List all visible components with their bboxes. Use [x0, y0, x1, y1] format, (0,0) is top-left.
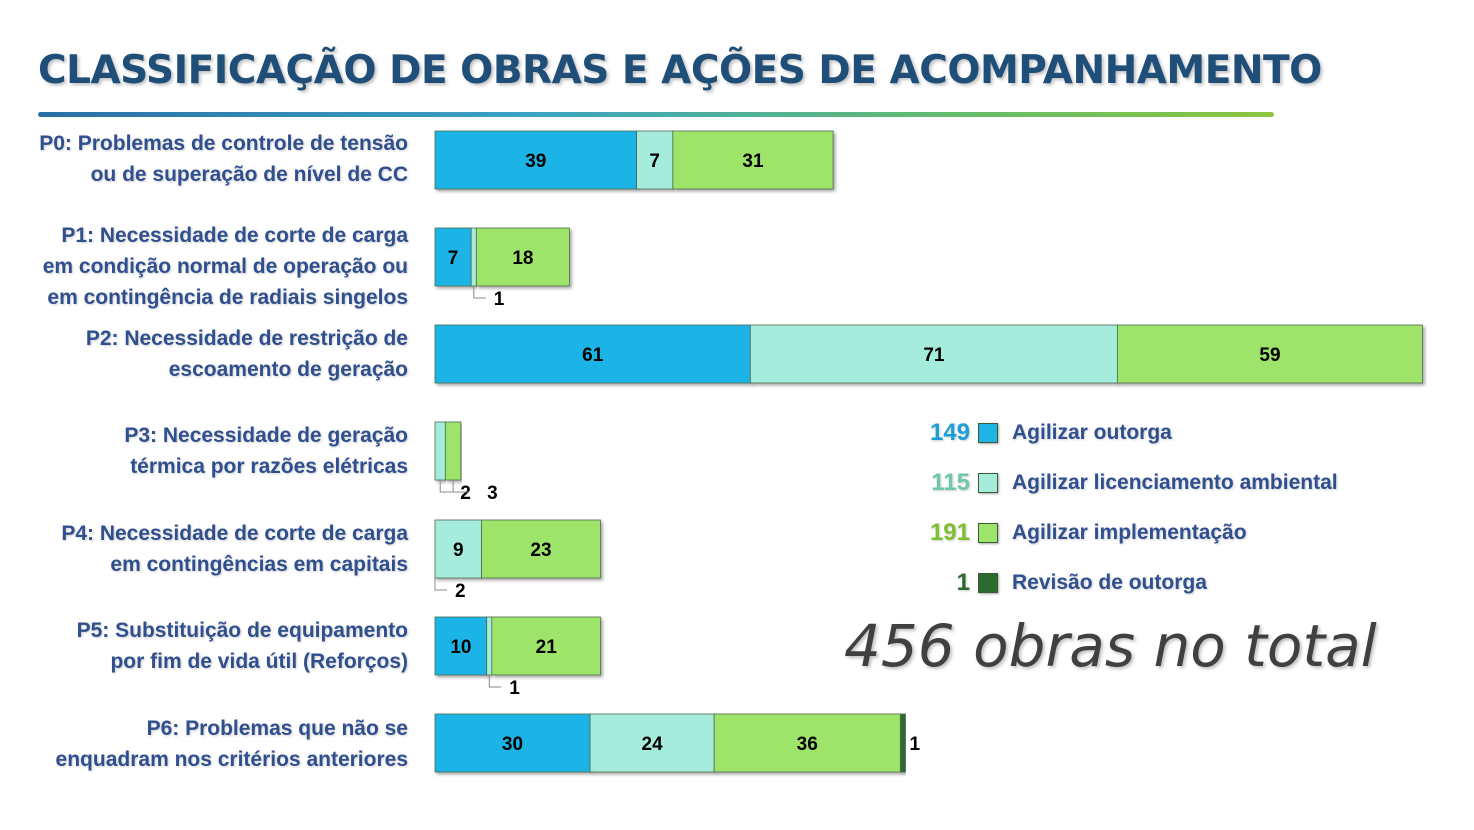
bar-p3-agilizar-implementacao — [444, 421, 462, 481]
legend-label: Agilizar implementação — [1012, 521, 1247, 544]
bar-p2-agilizar-licenciamento-ambiental — [749, 324, 1118, 384]
leader-line-p4-0 — [434, 578, 447, 591]
data-label-p4-agilizar-implementacao: 23 — [530, 540, 551, 561]
legend-total: 1 — [956, 569, 970, 596]
leader-line-p5-1 — [488, 675, 502, 688]
bar-p6-agilizar-licenciamento-ambiental — [589, 713, 715, 773]
bar-p6-agilizar-outorga — [434, 713, 591, 773]
bar-p1-agilizar-outorga — [434, 227, 472, 287]
legend-item-agilizar-implementacao: 191 Agilizar implementação — [900, 518, 1247, 548]
legend-item-agilizar-licenciamento: 115 Agilizar licenciamento ambiental — [900, 468, 1338, 498]
total-works-note: 456 obras no total — [844, 612, 1377, 680]
bar-p6-revisao-de-outorga — [899, 713, 906, 773]
bar-p0-agilizar-licenciamento-ambiental — [636, 130, 674, 190]
data-label-p4-agilizar-licenciamento-ambiental: 9 — [453, 540, 464, 561]
data-label-p2-agilizar-implementacao: 59 — [1259, 345, 1280, 366]
leader-line-p3-2 — [452, 480, 470, 493]
data-label-p2-agilizar-licenciamento-ambiental: 71 — [923, 345, 945, 366]
data-label-p5-agilizar-outorga: 10 — [450, 637, 471, 658]
legend-total: 149 — [929, 419, 970, 446]
leader-line-p1-1 — [473, 286, 486, 299]
bar-p2-agilizar-implementacao — [1117, 324, 1423, 384]
category-label-p0: P0: Problemas de controle de tensão ou d… — [39, 132, 408, 186]
legend-swatch — [978, 423, 998, 443]
category-label-p5: P5: Substituição de equipamento por fim … — [76, 619, 408, 673]
data-label-p3-agilizar-licenciamento-ambiental: 2 — [460, 483, 471, 504]
legend-label: Agilizar licenciamento ambiental — [1012, 471, 1338, 494]
category-label-p6: P6: Problemas que não se enquadram nos c… — [55, 717, 408, 771]
bar-p6-agilizar-implementacao — [713, 713, 901, 773]
legend-swatch — [978, 523, 998, 543]
legend-item-revisao-outorga: 1 Revisão de outorga — [900, 568, 1207, 598]
data-label-p1-agilizar-outorga: 7 — [448, 248, 459, 269]
data-label-p6-agilizar-outorga: 30 — [502, 734, 523, 755]
data-label-p5-agilizar-implementacao: 21 — [536, 637, 558, 658]
category-label-p3: P3: Necessidade de geração térmica por r… — [124, 424, 408, 478]
bar-p3-agilizar-licenciamento-ambiental — [434, 421, 446, 481]
legend-swatch — [978, 473, 998, 493]
data-label-p0-agilizar-implementacao: 31 — [742, 151, 764, 172]
title-underline — [38, 112, 1274, 117]
data-label-p5-agilizar-licenciamento-ambiental: 1 — [509, 678, 520, 699]
bar-p2-agilizar-outorga — [434, 324, 751, 384]
legend-swatch — [978, 573, 998, 593]
legend-total: 191 — [929, 519, 970, 546]
category-label-p1: P1: Necessidade de corte de carga em con… — [42, 224, 408, 309]
bar-p0-agilizar-implementacao — [672, 130, 834, 190]
data-label-p6-agilizar-implementacao: 36 — [797, 734, 818, 755]
bar-p5-agilizar-outorga — [434, 616, 488, 676]
bar-p0-agilizar-outorga — [434, 130, 638, 190]
data-label-p1-agilizar-implementacao: 18 — [512, 248, 533, 269]
bar-p1-agilizar-licenciamento-ambiental — [470, 227, 477, 287]
legend-label: Revisão de outorga — [1012, 571, 1207, 594]
bar-p5-agilizar-implementacao — [491, 616, 601, 676]
bar-p1-agilizar-implementacao — [475, 227, 570, 287]
page-title: CLASSIFICAÇÃO DE OBRAS E AÇÕES DE ACOMPA… — [38, 48, 1322, 93]
category-label-p4: P4: Necessidade de corte de carga em con… — [61, 522, 408, 576]
bar-p4-agilizar-licenciamento-ambiental — [434, 519, 482, 579]
data-label-p2-agilizar-outorga: 61 — [582, 345, 604, 366]
bar-p4-agilizar-implementacao — [481, 519, 601, 579]
data-label-p0-agilizar-outorga: 39 — [525, 151, 546, 172]
data-label-p3-agilizar-implementacao: 3 — [487, 483, 498, 504]
legend-total: 115 — [931, 469, 970, 496]
bar-p5-agilizar-licenciamento-ambiental — [486, 616, 493, 676]
data-label-p4-agilizar-outorga: 2 — [455, 581, 466, 602]
data-label-p1-agilizar-licenciamento-ambiental: 1 — [494, 289, 505, 310]
data-label-p6-agilizar-licenciamento-ambiental: 24 — [642, 734, 664, 755]
leader-line-p3-1 — [439, 480, 453, 493]
legend-label: Agilizar outorga — [1012, 421, 1172, 444]
data-label-p6-revisao-de-outorga: 1 — [910, 734, 921, 755]
category-label-p2: P2: Necessidade de restrição de escoamen… — [85, 327, 408, 381]
data-label-p0-agilizar-licenciamento-ambiental: 7 — [649, 151, 660, 172]
legend-item-agilizar-outorga: 149 Agilizar outorga — [900, 418, 1172, 448]
